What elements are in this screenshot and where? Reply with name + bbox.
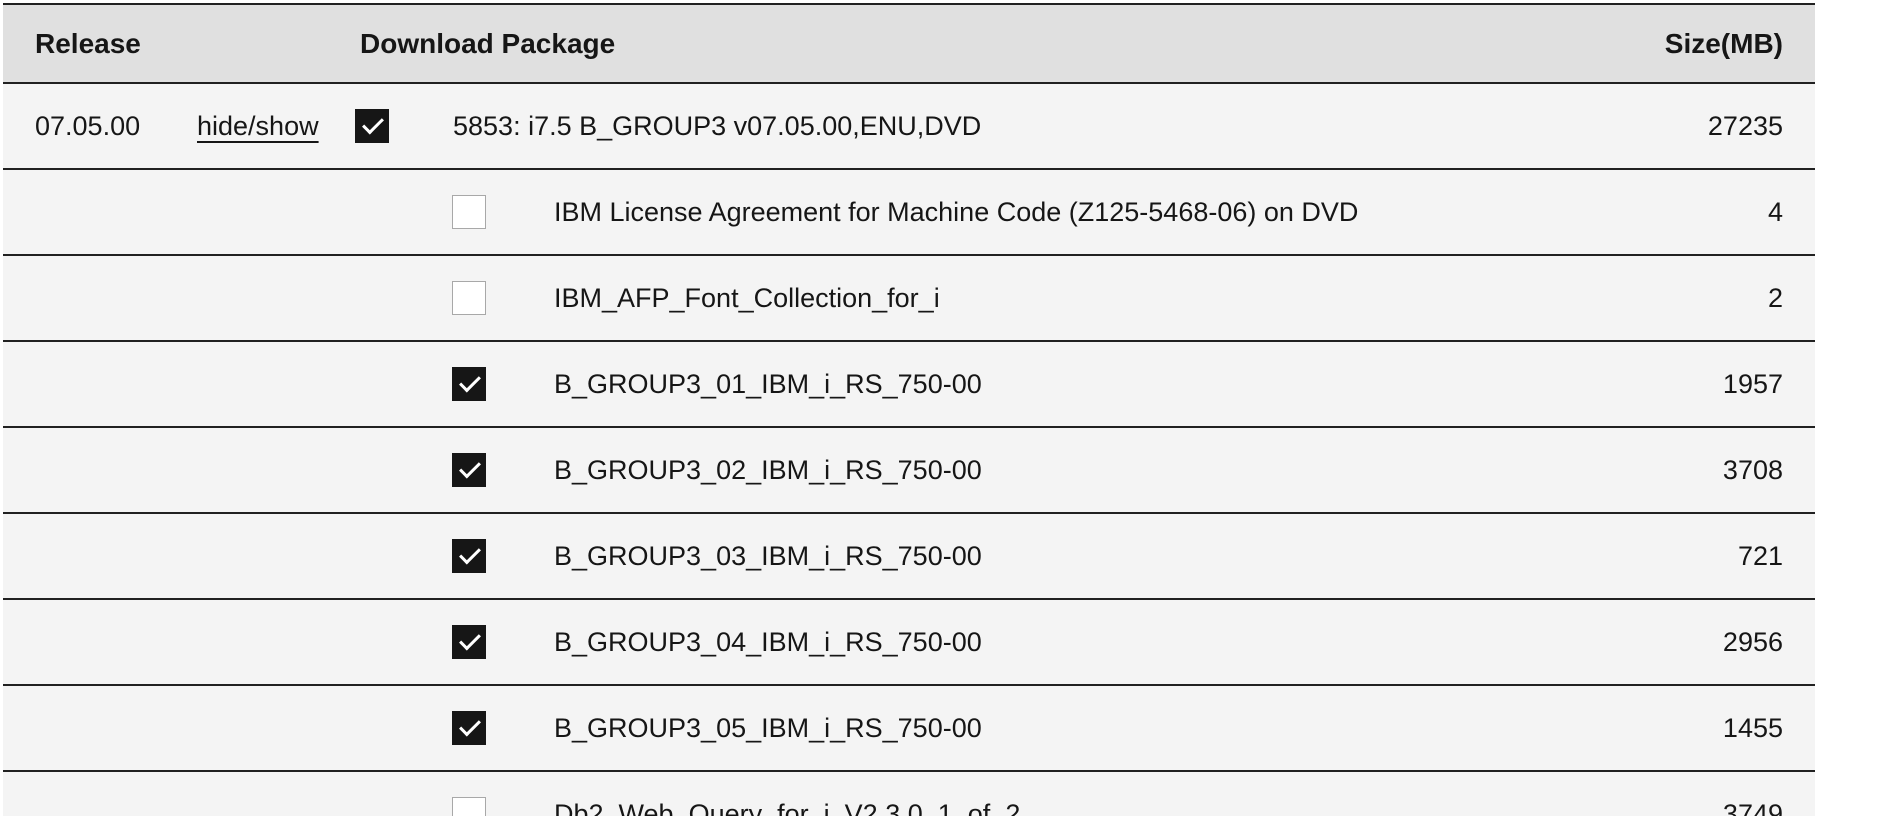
package-cell: IBM_AFP_Font_Collection_for_i [355, 281, 1768, 315]
package-cell: IBM License Agreement for Machine Code (… [355, 195, 1768, 229]
package-cell: B_GROUP3_04_IBM_i_RS_750-00 [355, 625, 1723, 659]
package-name: B_GROUP3_04_IBM_i_RS_750-00 [554, 626, 982, 657]
col-header-size: Size(MB) [1664, 27, 1783, 59]
package-cell: 5853: i7.5 B_GROUP3 v07.05.00,ENU,DVD [355, 109, 1708, 143]
col-header-release: Release [35, 27, 141, 59]
checkmark-icon [459, 370, 481, 393]
table-row: B_GROUP3_01_IBM_i_RS_750-00 1957 [3, 342, 1815, 428]
table-row: IBM License Agreement for Machine Code (… [3, 170, 1815, 256]
toggle-cell: hide/show [197, 111, 355, 142]
size-cell: 3749 [1722, 798, 1783, 816]
size-cell: 2956 [1722, 626, 1783, 657]
package-cell: B_GROUP3_02_IBM_i_RS_750-00 [355, 453, 1723, 487]
package-name: B_GROUP3_02_IBM_i_RS_750-00 [554, 454, 982, 485]
package-name: B_GROUP3_05_IBM_i_RS_750-00 [554, 712, 982, 743]
download-package-table: Release Download Package Size(MB) 07.05.… [3, 3, 1815, 816]
package-checkbox-checked[interactable] [452, 539, 486, 573]
table-row: 07.05.00 hide/show 5853: i7.5 B_GROUP3 v… [3, 84, 1815, 170]
release-version: 07.05.00 [35, 110, 141, 141]
package-cell: Db2_Web_Query_for_i_V2.3.0_1_of_2 [355, 797, 1723, 816]
col-header-download-package-label: Download Package [360, 27, 616, 59]
size-cell: 3708 [1722, 454, 1783, 485]
package-checkbox-checked[interactable] [452, 711, 486, 745]
table-body: 07.05.00 hide/show 5853: i7.5 B_GROUP3 v… [3, 84, 1815, 816]
package-checkbox-unchecked[interactable] [452, 281, 486, 315]
size-cell: 1455 [1722, 712, 1783, 743]
package-checkbox-checked[interactable] [355, 109, 389, 143]
package-name: B_GROUP3_03_IBM_i_RS_750-00 [554, 540, 982, 571]
package-name: 5853: i7.5 B_GROUP3 v07.05.00,ENU,DVD [453, 110, 982, 141]
package-checkbox-unchecked[interactable] [452, 797, 486, 816]
hide-show-link[interactable]: hide/show [197, 110, 319, 141]
size-cell: 721 [1737, 540, 1783, 571]
checkmark-icon [459, 714, 481, 737]
package-name: IBM_AFP_Font_Collection_for_i [554, 282, 940, 313]
table-row: Db2_Web_Query_for_i_V2.3.0_1_of_2 3749 [3, 772, 1815, 816]
package-checkbox-checked[interactable] [452, 625, 486, 659]
package-cell: B_GROUP3_01_IBM_i_RS_750-00 [355, 367, 1723, 401]
package-checkbox-checked[interactable] [452, 453, 486, 487]
checkmark-icon [459, 542, 481, 565]
table-header-row: Release Download Package Size(MB) [3, 5, 1815, 84]
size-cell: 1957 [1722, 368, 1783, 399]
release-cell: 07.05.00 [3, 111, 197, 142]
package-checkbox-unchecked[interactable] [452, 195, 486, 229]
package-cell: B_GROUP3_03_IBM_i_RS_750-00 [355, 539, 1738, 573]
size-cell: 4 [1767, 196, 1783, 227]
size-cell: 2 [1767, 282, 1783, 313]
table-row: IBM_AFP_Font_Collection_for_i 2 [3, 256, 1815, 342]
col-header-download-package: Download Package [355, 28, 1665, 60]
package-name: B_GROUP3_01_IBM_i_RS_750-00 [554, 368, 982, 399]
checkmark-icon [459, 628, 481, 651]
table-row: B_GROUP3_02_IBM_i_RS_750-00 3708 [3, 428, 1815, 514]
package-checkbox-checked[interactable] [452, 367, 486, 401]
checkmark-icon [362, 112, 384, 135]
table-row: B_GROUP3_05_IBM_i_RS_750-00 1455 [3, 686, 1815, 772]
checkmark-icon [459, 456, 481, 479]
size-cell: 27235 [1707, 110, 1783, 141]
package-name: Db2_Web_Query_for_i_V2.3.0_1_of_2 [554, 798, 1021, 816]
table-row: B_GROUP3_03_IBM_i_RS_750-00 721 [3, 514, 1815, 600]
table-row: B_GROUP3_04_IBM_i_RS_750-00 2956 [3, 600, 1815, 686]
package-cell: B_GROUP3_05_IBM_i_RS_750-00 [355, 711, 1723, 745]
package-name: IBM License Agreement for Machine Code (… [554, 196, 1359, 227]
